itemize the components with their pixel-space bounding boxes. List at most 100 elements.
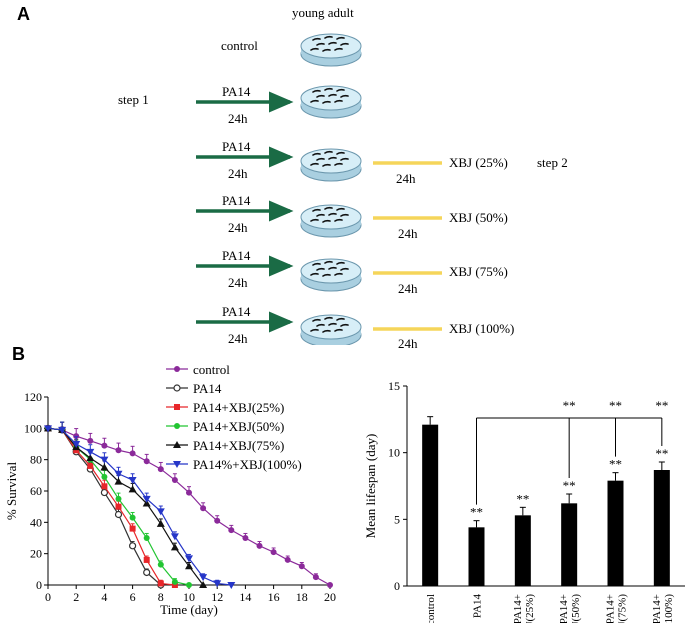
data-point xyxy=(284,556,291,563)
data-point xyxy=(228,527,235,534)
category-label: PA14+XBJ(50%) xyxy=(558,594,582,623)
data-point xyxy=(256,542,263,549)
data-point xyxy=(312,574,319,581)
legend-marker xyxy=(173,441,181,448)
infection-label-5: PA14 xyxy=(222,304,251,319)
control-label: control xyxy=(221,38,258,53)
x-tick-label: 8 xyxy=(158,590,164,604)
category-label: PA14+XBJ(100%) xyxy=(651,594,675,623)
step2-label: step 2 xyxy=(537,155,568,170)
data-point xyxy=(115,503,122,510)
legend-label: PA14+XBJ(25%) xyxy=(193,400,284,415)
data-point xyxy=(171,582,178,588)
y-tick-label: 80 xyxy=(30,453,42,467)
bar-3 xyxy=(561,503,578,586)
x-tick-label: 16 xyxy=(268,590,280,604)
x-tick-label: 10 xyxy=(183,590,195,604)
data-point xyxy=(114,510,123,519)
y-tick-label: 10 xyxy=(388,446,400,460)
data-point xyxy=(327,582,333,588)
data-point xyxy=(143,458,150,465)
data-point xyxy=(115,447,122,454)
data-point xyxy=(100,488,109,497)
legend-marker xyxy=(173,384,181,392)
data-point xyxy=(143,556,150,563)
x-tick-label: 12 xyxy=(211,590,223,604)
data-point xyxy=(186,489,192,496)
data-point xyxy=(129,525,136,532)
category-label: PA14+XBJ(25%) xyxy=(512,594,536,623)
dish-control xyxy=(300,33,362,67)
dish-row-1 xyxy=(300,85,362,119)
legend-item-2: PA14+XBJ(25%) xyxy=(166,400,284,415)
panel-b-label: B xyxy=(12,344,25,364)
data-point xyxy=(214,517,221,524)
bar-4 xyxy=(607,480,624,586)
treatment-time-1: 24h xyxy=(396,171,416,186)
legend-marker xyxy=(174,366,180,372)
series-line xyxy=(47,427,204,586)
x-tick-label: 20 xyxy=(324,590,336,604)
data-point xyxy=(270,549,277,556)
y-tick-label: 20 xyxy=(30,547,42,561)
data-point xyxy=(171,477,178,484)
data-point xyxy=(129,450,136,457)
significance-mark: ** xyxy=(655,446,668,461)
data-point xyxy=(87,437,94,444)
survival-chart: 0 20 40 60 80 100 120 0 2 4 6 8 10 12 14 16 18 20 Time (da… xyxy=(4,362,336,617)
step1-label: step 1 xyxy=(118,92,149,107)
x-axis-label: Time (day) xyxy=(160,602,218,617)
infection-time-3: 24h xyxy=(228,220,248,235)
bracket-significance: ** xyxy=(563,398,576,413)
data-point xyxy=(142,495,151,503)
legend-item-5: PA14%+XBJ(100%) xyxy=(166,457,302,472)
x-tick-label: 18 xyxy=(296,590,308,604)
bar-5 xyxy=(653,470,670,586)
data-point xyxy=(114,470,123,478)
infection-time-4: 24h xyxy=(228,275,248,290)
y-tick-label: 60 xyxy=(30,484,42,498)
bracket-significance: ** xyxy=(609,398,622,413)
comparison-bracket: ** ** ** xyxy=(476,398,668,505)
data-point xyxy=(185,562,193,570)
data-point xyxy=(114,477,123,485)
treatment-label-1: XBJ (25%) xyxy=(449,155,508,170)
dish-row-5 xyxy=(300,314,362,345)
treatment-label-4: XBJ (100%) xyxy=(449,321,515,336)
legend-item-4: PA14+XBJ(75%) xyxy=(166,438,284,453)
data-point xyxy=(87,462,94,469)
significance-mark: ** xyxy=(516,491,529,506)
header-young-adult: young adult xyxy=(292,5,354,20)
y-tick-label: 15 xyxy=(388,379,400,393)
data-point xyxy=(170,543,179,551)
legend-label: control xyxy=(193,362,230,377)
data-point xyxy=(171,578,178,585)
treatment-time-3: 24h xyxy=(398,281,418,296)
data-point xyxy=(200,505,207,512)
data-point xyxy=(157,466,164,473)
legend-item-1: PA14 xyxy=(166,381,222,396)
category-label: PA14+XBJ(75%) xyxy=(605,594,629,623)
legend-marker xyxy=(174,404,180,410)
data-point xyxy=(199,574,208,582)
data-point xyxy=(101,473,108,480)
category-label: control xyxy=(425,594,437,623)
y-axis-label: Mean lifespan (day) xyxy=(363,434,378,539)
legend-label: PA14%+XBJ(100%) xyxy=(193,457,302,472)
infection-label-4: PA14 xyxy=(222,248,251,263)
bar-0 xyxy=(422,424,439,586)
data-point xyxy=(185,555,193,563)
data-point xyxy=(86,454,95,462)
data-point xyxy=(227,582,236,589)
infection-label-2: PA14 xyxy=(222,139,251,154)
data-point xyxy=(101,483,108,490)
infection-time-5: 24h xyxy=(228,331,248,346)
infection-time-1: 24h xyxy=(228,111,248,126)
category-label: PA14 xyxy=(472,594,484,619)
data-point xyxy=(242,535,249,541)
lifespan-chart: 0 5 10 15 Mean lifespan (day) control ** PA14 **… xyxy=(363,379,685,623)
data-point xyxy=(199,581,208,588)
infection-label-1: PA14 xyxy=(222,84,251,99)
series-4 xyxy=(44,421,208,588)
x-tick-label: 2 xyxy=(73,590,79,604)
